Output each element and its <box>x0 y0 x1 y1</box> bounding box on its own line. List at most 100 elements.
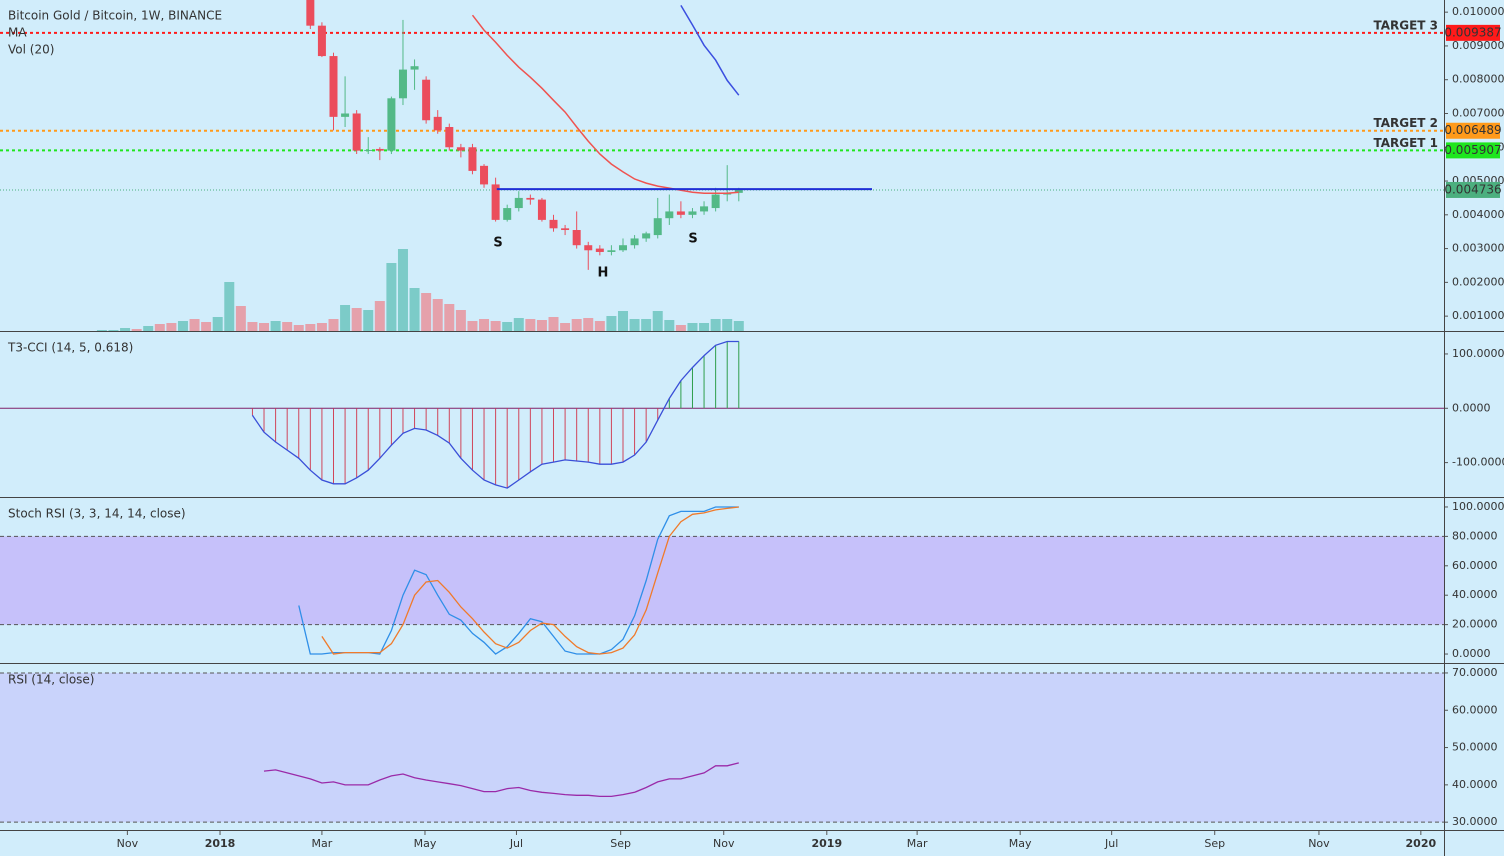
volume-bar <box>108 330 119 331</box>
volume-bar <box>328 319 339 331</box>
y-tick-label: 80.0000 <box>1452 529 1498 542</box>
candle-body <box>711 194 720 209</box>
x-tick-label: May <box>1009 837 1032 850</box>
price-label: 0.005907 <box>1444 143 1501 157</box>
x-tick-label: Sep <box>610 837 631 850</box>
volume-bar <box>270 321 281 331</box>
y-tick-label: 60.0000 <box>1452 559 1498 572</box>
x-tick-label: Nov <box>713 837 735 850</box>
y-tick-label: 70.0000 <box>1452 666 1498 679</box>
price-label: 0.004736 <box>1444 182 1501 196</box>
y-tick-label: 100.0000 <box>1452 500 1504 513</box>
x-tick-label: 2018 <box>205 837 236 850</box>
volume-bar <box>247 322 258 331</box>
pattern-label: H <box>598 266 609 281</box>
band <box>0 536 1444 625</box>
volume-bar <box>432 299 443 331</box>
volume-bar <box>386 263 397 331</box>
y-tick-label: 0.004000 <box>1452 208 1504 221</box>
x-tick-label: May <box>414 837 437 850</box>
volume-bar <box>120 328 131 331</box>
candle-body <box>352 113 361 151</box>
candle-body <box>375 148 384 151</box>
volume-bar <box>340 305 351 331</box>
rsi-title: RSI (14, close) <box>8 673 94 687</box>
volume-bar <box>617 311 628 331</box>
candle-body <box>491 184 500 220</box>
target-name: TARGET 1 <box>1373 136 1438 150</box>
volume-bar <box>305 324 316 331</box>
price-label-box <box>1446 181 1500 198</box>
pattern-label: S <box>688 232 697 247</box>
x-tick-label: Mar <box>907 837 928 850</box>
candle-body <box>387 98 396 151</box>
volume-bar <box>444 304 455 331</box>
candle-body <box>317 25 326 57</box>
price-label: 0.009387 <box>1444 25 1501 39</box>
volume-bar <box>722 319 733 331</box>
y-tick-label: 0.010000 <box>1452 5 1504 18</box>
candle-body <box>734 189 743 193</box>
candle-body <box>688 211 697 215</box>
candle-body <box>398 69 407 99</box>
volume-bar <box>525 319 536 331</box>
price-label-box <box>1446 24 1500 41</box>
candle-body <box>653 218 662 236</box>
y-tick-label: 60.0000 <box>1452 703 1498 716</box>
volume-bar <box>583 318 594 331</box>
volume-bar <box>641 319 652 331</box>
y-tick-label: -100.0000 <box>1452 456 1504 469</box>
moving-average <box>471 14 739 194</box>
candle-body <box>341 113 350 117</box>
y-tick-label: 0.003000 <box>1452 242 1504 255</box>
volume-bar <box>652 311 663 331</box>
price-label-box <box>1446 142 1500 159</box>
volume-bar <box>594 321 605 331</box>
y-tick-label: 40.0000 <box>1452 778 1498 791</box>
candle-body <box>514 197 523 209</box>
candle-body <box>584 245 593 251</box>
cci-line <box>251 340 739 489</box>
y-tick-label: 0.0000 <box>1452 401 1491 414</box>
volume-bar <box>687 323 698 331</box>
volume-bar <box>733 321 744 331</box>
volume-bar <box>177 321 188 331</box>
volume-bar <box>490 321 501 331</box>
volume-bar <box>374 301 385 331</box>
volume-bar <box>212 317 223 331</box>
volume-bar <box>143 326 154 331</box>
volume-bar <box>235 306 246 331</box>
volume-bar <box>479 319 490 331</box>
target-name: TARGET 3 <box>1373 18 1438 32</box>
volume-bar <box>316 323 327 331</box>
volume-bar <box>455 310 466 331</box>
y-tick-label: 0.007000 <box>1452 106 1504 119</box>
band <box>0 672 1444 823</box>
price-label: 0.006489 <box>1444 123 1501 137</box>
pattern-label: S <box>493 236 502 251</box>
candle-body <box>329 56 338 117</box>
volume-bar <box>710 319 721 331</box>
y-tick-label: 0.008000 <box>1452 73 1504 86</box>
volume-bar <box>536 320 547 331</box>
price-label-box <box>1446 122 1500 139</box>
volume-bar <box>409 288 420 331</box>
y-tick-label: 0.0000 <box>1452 647 1491 660</box>
candle-body <box>700 206 709 212</box>
candle-body <box>468 147 477 171</box>
volume-bar <box>699 323 710 331</box>
x-tick-label: Sep <box>1204 837 1225 850</box>
volume-bar <box>629 319 640 331</box>
candle-body <box>410 66 419 70</box>
volume-bar <box>675 325 686 331</box>
volume-bar <box>560 323 571 331</box>
volume-bar <box>664 320 675 331</box>
volume-bar <box>259 323 270 331</box>
candle-body <box>445 126 454 148</box>
ma-label: MA <box>8 26 27 40</box>
candle-body <box>306 0 315 26</box>
candle-body <box>676 211 685 215</box>
volume-bar <box>571 319 582 331</box>
stoch-title: Stoch RSI (3, 3, 14, 14, close) <box>8 507 186 521</box>
